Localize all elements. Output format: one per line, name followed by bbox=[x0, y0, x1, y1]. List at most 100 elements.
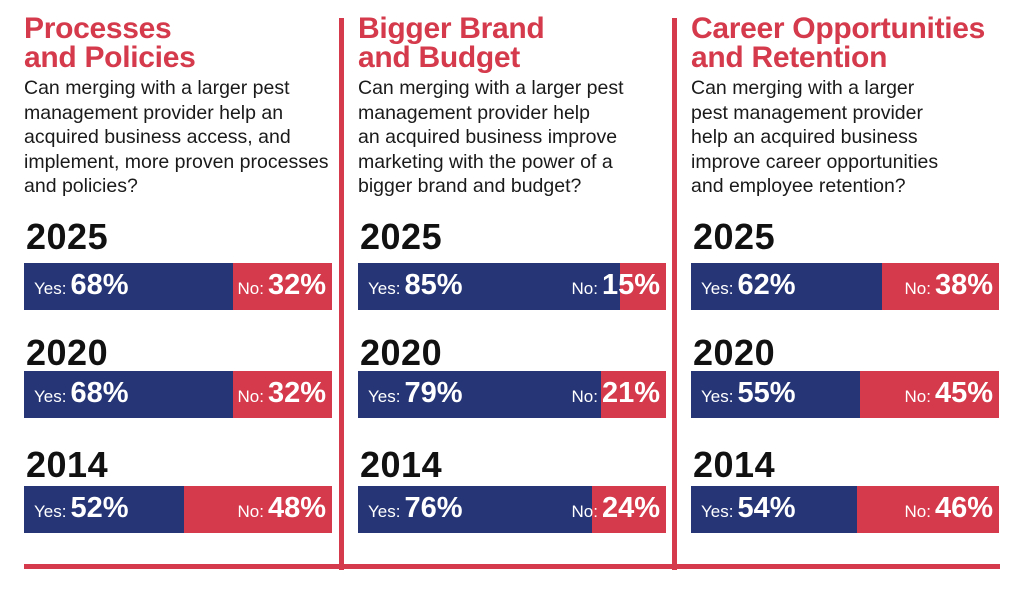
question-line: management provider help an bbox=[24, 101, 284, 124]
title-line: and Retention bbox=[691, 41, 888, 74]
yes-value: 79% bbox=[404, 377, 463, 409]
panel-3: Career Opportunities and Retention Can mer… bbox=[691, 0, 1011, 570]
column-divider bbox=[672, 18, 677, 570]
yes-value: 62% bbox=[737, 269, 796, 301]
panel-1: Processes and Policies Can merging with a … bbox=[24, 0, 344, 570]
no-value: 21% bbox=[601, 377, 660, 409]
no-legend-label: No: bbox=[237, 502, 264, 521]
year-label: 2025 bbox=[360, 216, 443, 257]
yes-legend-label: Yes: bbox=[34, 387, 67, 406]
question-line: implement, more proven processes bbox=[24, 150, 329, 173]
bar-segment-no bbox=[592, 486, 666, 533]
panel-question: Can merging with a larger pest management… bbox=[358, 76, 624, 199]
yes-data-label: Yes: 76% bbox=[368, 492, 463, 525]
no-value: 24% bbox=[601, 492, 660, 524]
question-line: and employee retention? bbox=[691, 175, 906, 197]
bar-segment-yes bbox=[358, 371, 601, 418]
year-label: 2020 bbox=[26, 332, 109, 373]
year-label: 2014 bbox=[360, 444, 443, 485]
no-legend-label: No: bbox=[571, 279, 598, 298]
no-legend-label: No: bbox=[904, 502, 931, 521]
question-line: Can merging with a larger bbox=[691, 77, 915, 99]
title-line: Bigger Brand bbox=[358, 12, 545, 45]
yes-legend-label: Yes: bbox=[368, 502, 401, 521]
yes-data-label: Yes: 55% bbox=[701, 377, 796, 410]
panel-title: Career Opportunities and Retention bbox=[691, 14, 985, 74]
yes-value: 55% bbox=[737, 377, 796, 409]
no-legend-label: No: bbox=[571, 387, 598, 406]
question-line: management provider help bbox=[358, 101, 590, 124]
bar-segment-yes bbox=[691, 371, 860, 418]
year-label: 2025 bbox=[693, 216, 776, 257]
yes-value: 54% bbox=[737, 492, 796, 524]
panel-title: Processes and Policies bbox=[24, 14, 196, 73]
bar-segment-no bbox=[860, 371, 999, 418]
year-label: 2014 bbox=[26, 444, 109, 485]
title-line: and Budget bbox=[358, 41, 520, 74]
bar-segment-no bbox=[882, 263, 999, 310]
stacked-bar: Yes: 85% No: 15% bbox=[358, 263, 666, 310]
bar-segment-no bbox=[601, 371, 666, 418]
no-data-label: No: 15% bbox=[571, 269, 660, 302]
stacked-bar: Yes: 68% No: 32% bbox=[24, 263, 332, 310]
year-label: 2020 bbox=[360, 332, 443, 373]
bar-segment-yes bbox=[24, 486, 184, 533]
yes-data-label: Yes: 68% bbox=[34, 377, 129, 410]
panel-title: Bigger Brand and Budget bbox=[358, 12, 545, 74]
yes-legend-label: Yes: bbox=[368, 279, 401, 298]
year-label: 2020 bbox=[693, 332, 776, 373]
no-value: 32% bbox=[267, 377, 326, 409]
bar-segment-no bbox=[620, 263, 666, 310]
no-value: 45% bbox=[934, 377, 993, 409]
panel-question: Can merging with a larger pest management… bbox=[691, 76, 938, 199]
no-legend-label: No: bbox=[237, 387, 264, 406]
bar-segment-no bbox=[233, 371, 332, 418]
no-legend-label: No: bbox=[237, 279, 264, 298]
stacked-bar: Yes: 68% No: 32% bbox=[24, 371, 332, 418]
no-data-label: No: 21% bbox=[571, 377, 660, 410]
question-line: an acquired business improve bbox=[358, 126, 618, 148]
no-data-label: No: 46% bbox=[904, 492, 993, 525]
bar-segment-yes bbox=[358, 486, 592, 533]
no-value: 46% bbox=[934, 492, 993, 524]
no-data-label: No: 32% bbox=[237, 269, 326, 302]
bar-segment-yes bbox=[24, 371, 233, 418]
question-line: pest management provider bbox=[691, 101, 923, 124]
yes-data-label: Yes: 52% bbox=[34, 492, 129, 525]
yes-legend-label: Yes: bbox=[34, 279, 67, 298]
stacked-bar: Yes: 79% No: 21% bbox=[358, 371, 666, 418]
yes-data-label: Yes: 68% bbox=[34, 269, 129, 302]
bar-segment-no bbox=[857, 486, 999, 533]
bar-segment-yes bbox=[691, 263, 882, 310]
no-data-label: No: 45% bbox=[904, 377, 993, 410]
question-line: Can merging with a larger pest bbox=[24, 77, 290, 99]
year-label: 2025 bbox=[26, 216, 109, 257]
panel-question: Can merging with a larger pest management… bbox=[24, 76, 329, 199]
question-line: help an acquired business bbox=[691, 126, 918, 148]
yes-value: 76% bbox=[404, 492, 463, 524]
yes-data-label: Yes: 62% bbox=[701, 269, 796, 302]
no-legend-label: No: bbox=[904, 279, 931, 298]
yes-value: 68% bbox=[70, 377, 129, 409]
question-line: Can merging with a larger pest bbox=[358, 77, 624, 99]
no-value: 38% bbox=[934, 269, 993, 301]
question-line: bigger brand and budget? bbox=[358, 175, 582, 197]
year-label: 2014 bbox=[693, 444, 776, 485]
yes-data-label: Yes: 85% bbox=[368, 269, 463, 302]
no-value: 32% bbox=[267, 269, 326, 301]
bar-segment-no bbox=[184, 486, 332, 533]
yes-legend-label: Yes: bbox=[368, 387, 401, 406]
no-data-label: No: 48% bbox=[237, 492, 326, 525]
stacked-bar: Yes: 62% No: 38% bbox=[691, 263, 999, 310]
bar-segment-yes bbox=[691, 486, 857, 533]
stacked-bar: Yes: 55% No: 45% bbox=[691, 371, 999, 418]
no-value: 15% bbox=[601, 269, 660, 301]
bar-segment-no bbox=[233, 263, 332, 310]
bar-segment-yes bbox=[24, 263, 233, 310]
yes-value: 52% bbox=[70, 492, 129, 524]
bottom-rule bbox=[24, 564, 1000, 569]
question-line: and policies? bbox=[24, 175, 138, 197]
yes-legend-label: Yes: bbox=[701, 387, 734, 406]
no-data-label: No: 38% bbox=[904, 269, 993, 302]
yes-data-label: Yes: 79% bbox=[368, 377, 463, 410]
